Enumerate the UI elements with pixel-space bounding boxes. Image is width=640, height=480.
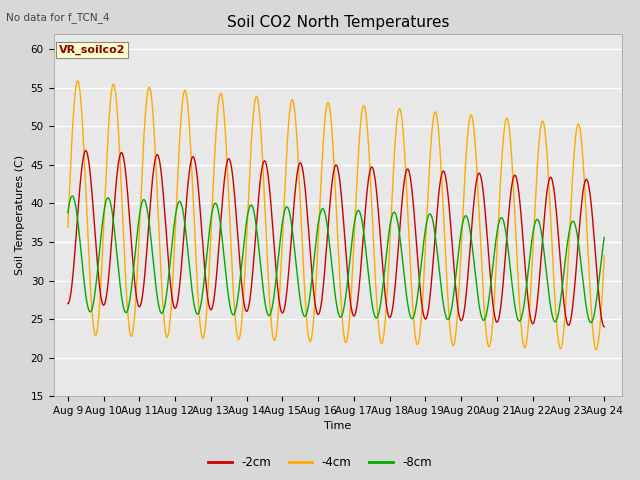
X-axis label: Time: Time — [324, 421, 351, 432]
Text: VR_soilco2: VR_soilco2 — [59, 45, 125, 56]
Title: Soil CO2 North Temperatures: Soil CO2 North Temperatures — [227, 15, 449, 30]
Y-axis label: Soil Temperatures (C): Soil Temperatures (C) — [15, 155, 25, 275]
Legend: -2cm, -4cm, -8cm: -2cm, -4cm, -8cm — [204, 452, 436, 474]
Text: No data for f_TCN_4: No data for f_TCN_4 — [6, 12, 110, 23]
